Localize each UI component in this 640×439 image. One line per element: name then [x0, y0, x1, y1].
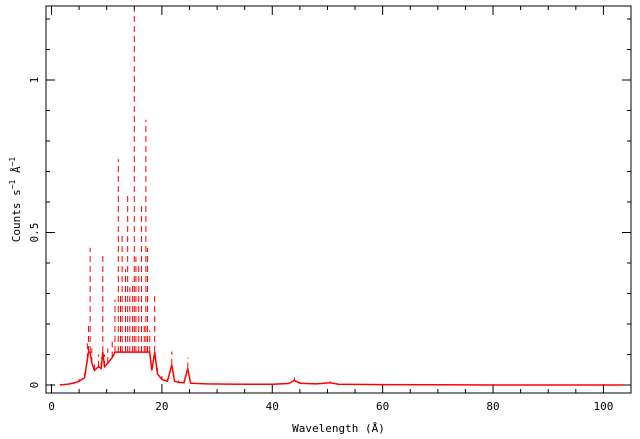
y-axis-label-angstrom: Å — [10, 166, 23, 180]
x-axis-label: Wavelength (Å) — [292, 422, 385, 435]
x-tick-label: 100 — [593, 400, 613, 413]
y-tick-label: 0 — [28, 382, 41, 389]
plot-frame — [45, 5, 632, 394]
y-tick-label: 0.5 — [28, 223, 41, 243]
x-tick-label: 0 — [48, 400, 55, 413]
y-axis-label-counts: Counts s — [10, 189, 23, 242]
spectrum-series — [59, 9, 623, 386]
y-axis-label-exp2: −1 — [8, 157, 17, 167]
x-tick-label: 20 — [155, 400, 168, 413]
x-tick-label: 40 — [266, 400, 279, 413]
x-axis-ticks: 0 20 40 60 80 100 — [48, 6, 613, 413]
series-baseline — [59, 351, 623, 386]
y-axis-ticks: 00.51 — [28, 18, 631, 389]
y-axis-label: Counts s−1 Å−1 — [8, 157, 23, 243]
y-tick-label: 1 — [28, 77, 41, 84]
y-axis-label-exp1: −1 — [8, 179, 17, 189]
x-tick-label: 80 — [486, 400, 499, 413]
x-tick-label: 60 — [376, 400, 389, 413]
plot-frame-group — [45, 5, 632, 394]
